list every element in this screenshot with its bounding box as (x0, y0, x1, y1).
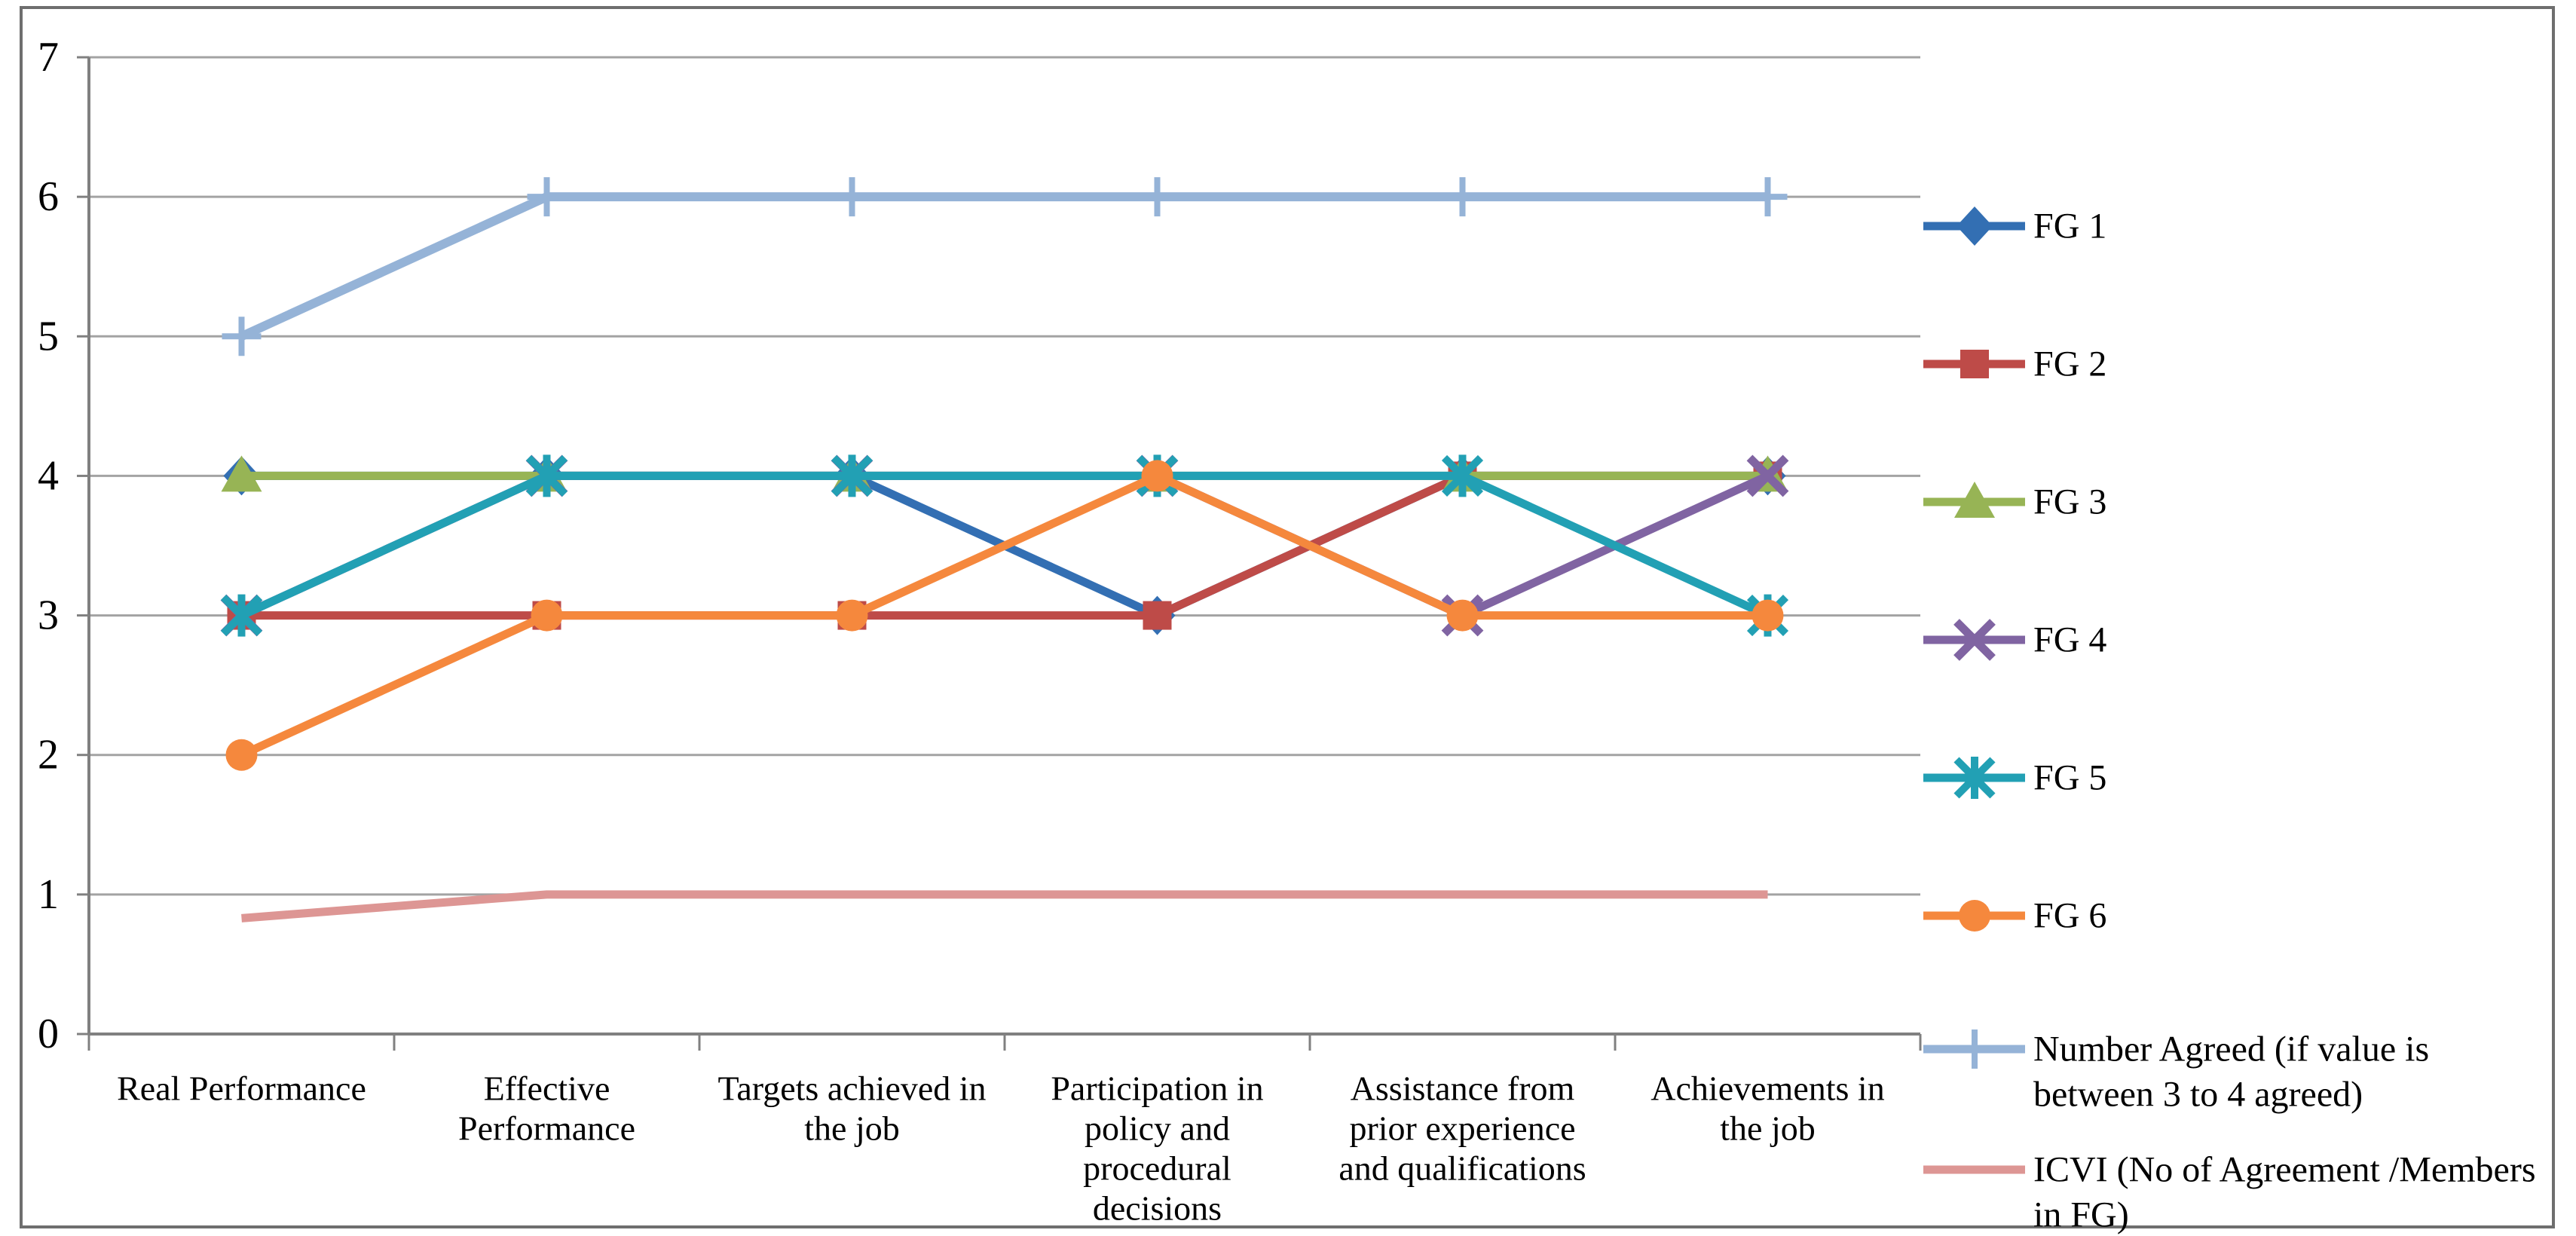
marker-plus-pt2 (527, 177, 567, 217)
series-fg-5 (220, 454, 1789, 637)
legend-entry-icvi-no-of-agreement-members-in-fg-: ICVI (No of Agreement /Members in FG) (1923, 1150, 2536, 1235)
legend-entry-fg-6: FG 6 (1923, 896, 2106, 936)
x-category-label: Participation in policy and procedural deci… (1051, 1069, 1263, 1228)
y-tick-label-1: 1 (38, 871, 59, 918)
y-tick-label-7: 7 (38, 34, 59, 81)
marker-asterisk-pt2 (525, 454, 568, 497)
legend-label: ICVI (No of Agreement /Members in FG) (2033, 1150, 2536, 1235)
legend-entry-fg-5: FG 5 (1923, 757, 2106, 799)
marker-circle-pt3 (836, 599, 868, 632)
legend-label: FG 3 (2033, 482, 2106, 522)
legend-entry-fg-1: FG 1 (1923, 207, 2106, 246)
marker-asterisk-pt3 (831, 454, 873, 497)
chart-frame (20, 6, 2555, 1228)
series-fg-6 (225, 460, 1784, 771)
marker-plus-pt4 (1137, 177, 1177, 217)
series-number-agreed-if-value-is-between-3-to-4-agreed- (222, 177, 1788, 356)
marker-plus-pt5 (1442, 177, 1482, 217)
y-tick-label-4: 4 (38, 452, 59, 499)
marker-plus-legend (1955, 1029, 1994, 1069)
marker-circle-pt5 (1446, 599, 1479, 632)
legend-label: FG 5 (2033, 758, 2106, 798)
series-icvi-no-of-agreement-members-in-fg- (241, 890, 1768, 922)
legend-label: FG 2 (2033, 344, 2106, 384)
marker-x-pt6 (1746, 454, 1789, 497)
legend-entry-fg-3: FG 3 (1923, 482, 2106, 522)
marker-square-legend (1960, 350, 1989, 378)
marker-circle-pt6 (1751, 599, 1784, 632)
marker-plus-pt1 (222, 317, 262, 356)
legend-entry-fg-2: FG 2 (1923, 344, 2106, 384)
legend-label: FG 4 (2033, 620, 2106, 660)
marker-x-legend (1953, 619, 1996, 661)
marker-circle-pt4 (1141, 460, 1173, 492)
legend-entry-fg-4: FG 4 (1923, 619, 2106, 661)
legend-label: Number Agreed (if value is between 3 to 4… (2033, 1029, 2429, 1115)
marker-square-pt4 (1143, 601, 1172, 630)
x-category-label: Real Performance (117, 1069, 366, 1108)
marker-circle-pt2 (531, 599, 563, 632)
x-category-label: Targets achieved in the job (717, 1069, 986, 1148)
marker-diamond-legend (1956, 207, 1993, 246)
legend-label: FG 6 (2033, 896, 2106, 936)
series-line (240, 471, 1768, 759)
y-tick-label-0: 0 (38, 1011, 59, 1057)
marker-plus-pt6 (1748, 177, 1788, 217)
marker-asterisk-legend (1953, 757, 1996, 799)
marker-circle-pt1 (225, 739, 258, 771)
x-category-label: Effective Performance (458, 1069, 635, 1148)
marker-triangle-legend (1954, 482, 1995, 518)
series-line (241, 890, 1768, 922)
series-line (240, 471, 1770, 620)
marker-triangle-pt1 (221, 455, 262, 492)
series-line (240, 192, 1768, 341)
marker-circle-legend (1959, 900, 1990, 932)
x-category-label: Assistance from prior experience and quali… (1338, 1069, 1586, 1188)
legend-label: FG 1 (2033, 207, 2106, 246)
y-tick-label-5: 5 (38, 313, 59, 359)
legend-entry-number-agreed-if-value-is-between-3-to-4-agreed-: Number Agreed (if value is between 3 to 4… (1923, 1029, 2429, 1115)
marker-plus-pt3 (832, 177, 872, 217)
y-tick-label-2: 2 (38, 732, 59, 779)
y-tick-label-6: 6 (38, 173, 59, 220)
y-tick-label-3: 3 (38, 592, 59, 639)
marker-asterisk-pt1 (220, 594, 263, 637)
x-category-label: Achievements in the job (1651, 1069, 1884, 1148)
marker-asterisk-pt5 (1441, 454, 1484, 497)
